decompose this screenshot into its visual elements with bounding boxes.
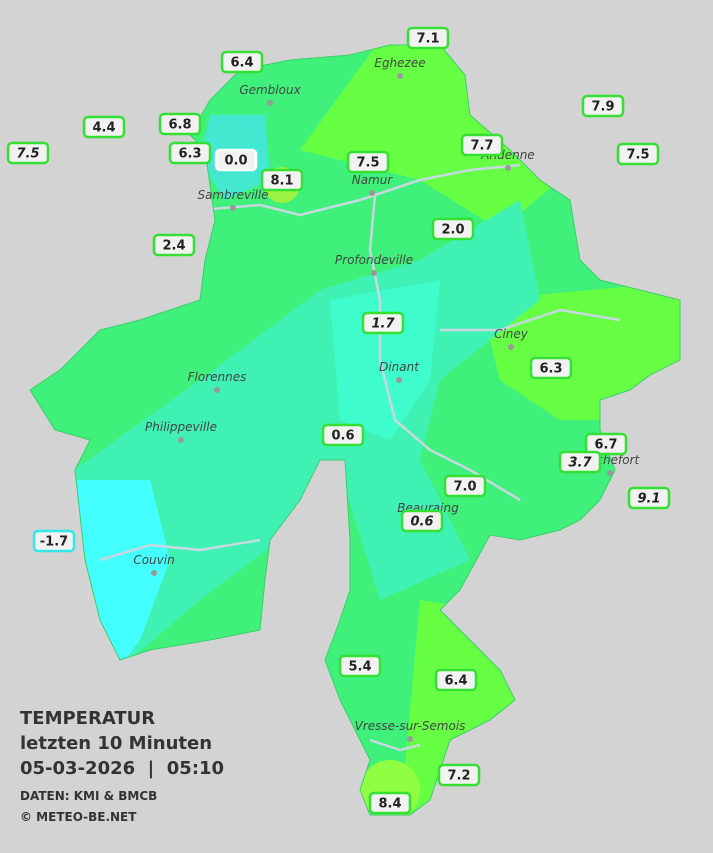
station-box [321, 423, 365, 447]
station-value: 6.3 [539, 362, 562, 377]
station-value: 6.3 [178, 147, 201, 162]
station-box [437, 763, 481, 787]
station-value: 7.7 [470, 139, 493, 154]
city-dot [508, 344, 514, 350]
station-value: 4.4 [92, 121, 115, 136]
station-box [443, 474, 487, 498]
station-box [338, 654, 382, 678]
station-value: 2.4 [162, 239, 185, 254]
station-box [616, 142, 660, 166]
city-label: Couvin [133, 553, 174, 567]
station-value: 7.5 [16, 147, 39, 162]
station-box [400, 509, 444, 533]
city-label: Gembloux [239, 83, 301, 97]
station-value: 2.0 [441, 223, 464, 238]
city-label: Namur [352, 173, 394, 187]
station-value: 7.1 [416, 32, 439, 47]
legend-source: DATEN: KMI & BMCB [20, 789, 157, 803]
station-box [558, 450, 602, 474]
station-box [32, 529, 76, 553]
city-dot [267, 100, 273, 106]
station-box [627, 486, 671, 510]
station-value: 6.4 [444, 674, 467, 689]
city-label: Dinant [379, 360, 420, 374]
station-value: 8.4 [378, 797, 401, 812]
legend-copyright: © METEO-BE.NET [20, 810, 137, 824]
station-box [361, 311, 405, 335]
station-value: 6.4 [230, 56, 253, 71]
station-box [260, 168, 304, 192]
station-box [152, 233, 196, 257]
city-dot [369, 190, 375, 196]
station-value: 5.4 [348, 660, 371, 675]
city-label: Profondeville [335, 253, 413, 267]
city-dot [214, 387, 220, 393]
city-dot [230, 205, 236, 211]
station-box [82, 115, 126, 139]
station-layer: 7.1 6.4 7.9 4.4 6.8 7.5 6.3 0.0 7.7 7.5 7.5 8.1 2.4 2… [6, 26, 671, 815]
city-dot [397, 73, 403, 79]
station-value: 1.7 [371, 317, 395, 332]
legend-period: letzten 10 Minuten [20, 733, 212, 754]
city-label: Eghezee [374, 56, 425, 70]
city-dot [178, 437, 184, 443]
station-box [529, 356, 573, 380]
legend-title: TEMPERATUR [20, 708, 155, 729]
city-dot [151, 570, 157, 576]
city-dot [607, 470, 613, 476]
station-box [346, 150, 390, 174]
station-value: 9.1 [637, 492, 660, 507]
station-value: 6.8 [168, 118, 191, 133]
station-box [406, 26, 450, 50]
city-layer: EghezeeGemblouxAndenneNamurSambrevillePr… [133, 56, 641, 742]
station-box [431, 217, 475, 241]
city-label: Sambreville [197, 188, 268, 202]
city-label: Vresse-sur-Semois [355, 719, 466, 733]
city-label: Florennes [188, 370, 247, 384]
station-box [168, 141, 212, 165]
station-value: 7.5 [356, 156, 379, 171]
station-box [214, 148, 258, 172]
city-dot [407, 736, 413, 742]
station-box [434, 668, 478, 692]
station-value: 6.7 [594, 438, 617, 453]
station-value: 0.6 [410, 515, 433, 530]
station-box [6, 141, 50, 165]
station-box [368, 791, 412, 815]
city-dot [371, 270, 377, 276]
station-box [220, 50, 264, 74]
station-value: 3.7 [568, 456, 592, 471]
station-box [158, 112, 202, 136]
station-value: 7.2 [447, 769, 470, 784]
station-value: 0.6 [331, 429, 354, 444]
station-box [581, 94, 625, 118]
station-value: -1.7 [40, 535, 68, 550]
city-dot [505, 165, 511, 171]
station-box [584, 432, 628, 456]
city-label: Ciney [494, 327, 529, 341]
station-value: 7.9 [591, 100, 614, 115]
station-box [460, 133, 504, 157]
city-dot [396, 377, 402, 383]
legend-datetime: 05-03-2026 | 05:10 [20, 758, 224, 779]
station-value: 0.0 [224, 154, 247, 169]
station-value: 7.0 [453, 480, 476, 495]
station-value: 7.5 [626, 148, 649, 163]
city-label: Philippeville [145, 420, 217, 434]
station-value: 8.1 [270, 174, 293, 189]
